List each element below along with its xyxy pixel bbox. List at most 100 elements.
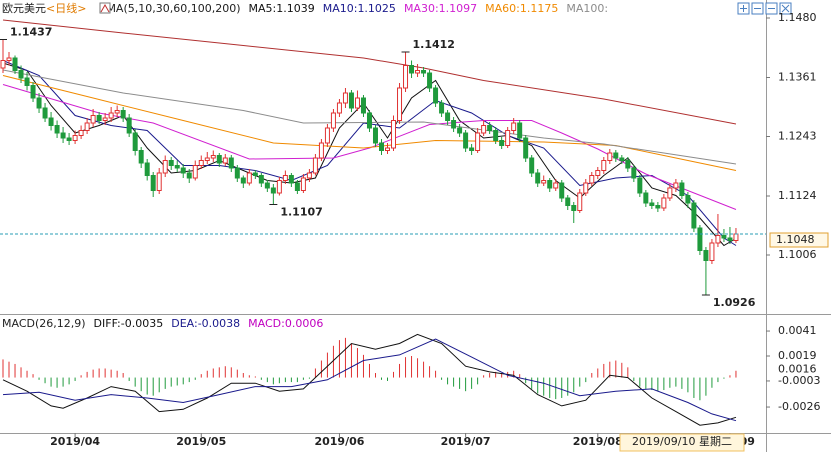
control-glyphs	[740, 4, 790, 13]
candle-body	[294, 182, 300, 191]
candle-body	[631, 167, 637, 179]
candle-body	[84, 122, 90, 131]
x-tick-label: 2019/06	[314, 435, 364, 448]
candle-body	[198, 160, 204, 166]
candle-body	[595, 170, 601, 176]
symbol: 欧元美元	[2, 2, 46, 15]
candle-body	[246, 172, 252, 184]
candle-body	[541, 180, 547, 184]
candle-body	[318, 142, 324, 159]
candle-body	[42, 107, 48, 119]
y-tick-label: 0.0041	[778, 324, 817, 337]
candle-body	[709, 242, 715, 261]
y-tick-label: 1.1361	[778, 71, 817, 84]
last-price-box	[769, 232, 829, 248]
candle-body	[324, 127, 330, 144]
ma-line	[2, 338, 737, 422]
candle-body	[697, 227, 703, 251]
candle-body	[403, 65, 409, 89]
y-tick-label: 1.1006	[778, 248, 817, 261]
candle-body	[330, 112, 336, 129]
x-tick-label: 2019/05	[176, 435, 226, 448]
candle-body	[366, 112, 372, 129]
candle-body	[270, 187, 276, 194]
candle-body	[523, 137, 529, 159]
ma-line	[2, 19, 737, 125]
ma-params: MA(5,10,30,60,100,200)	[106, 2, 240, 15]
candle-body	[78, 130, 84, 136]
candle-body	[360, 97, 366, 114]
candle-body	[667, 187, 673, 199]
extreme-label: 1.1437	[10, 26, 52, 39]
macd-title: MACD(26,12,9)	[2, 317, 86, 330]
ma-line	[2, 333, 737, 426]
candle-body	[439, 102, 445, 114]
candle-body	[210, 155, 216, 159]
candle-body	[168, 160, 174, 166]
candle-body	[577, 192, 583, 211]
x-tick-label: 2019/07	[441, 435, 491, 448]
candle-body	[685, 195, 691, 204]
candle-body	[276, 180, 282, 194]
candle-body	[144, 162, 150, 176]
candle-body	[421, 70, 427, 74]
candle-body	[613, 152, 619, 159]
window-controls	[737, 2, 792, 15]
candle-body	[661, 197, 667, 209]
candle-body	[348, 92, 354, 109]
candle-body	[156, 172, 162, 191]
candle-body	[559, 182, 565, 199]
candle-body	[378, 142, 384, 151]
x-tick-label: 2019/04	[50, 435, 100, 448]
candle-body	[108, 112, 114, 119]
candle-body	[619, 157, 625, 161]
candle-body	[0, 60, 6, 69]
candle-body	[673, 182, 679, 189]
indicator-icon[interactable]	[99, 2, 111, 14]
candle-body	[180, 167, 186, 174]
candle-body	[463, 132, 469, 149]
cursor-value: 0.0016	[778, 362, 817, 375]
price-header: 欧元美元<日线> MA(5,10,30,60,100,200) MA5:1.1039…	[2, 1, 608, 15]
candle-body	[90, 115, 96, 124]
candle-body	[132, 132, 138, 151]
candle-body	[372, 127, 378, 144]
candle-body	[264, 182, 270, 189]
candle-body	[120, 110, 126, 119]
candle-body	[553, 182, 559, 189]
cursor-date-label: 2019/09/10 星期二	[632, 435, 732, 448]
candle-body	[637, 177, 643, 194]
candle-body	[727, 237, 733, 241]
candle-body	[469, 147, 475, 151]
candle-body	[138, 150, 144, 164]
candle-body	[643, 192, 649, 204]
candle-body	[222, 157, 228, 164]
candle-body	[66, 137, 72, 141]
candle-body	[24, 77, 30, 86]
candle-body	[433, 87, 439, 104]
candle-body	[475, 132, 481, 151]
candle-body	[733, 233, 739, 241]
candle-body	[354, 97, 360, 109]
ma-line	[2, 75, 737, 171]
candle-body	[385, 147, 391, 151]
candle-body	[391, 120, 397, 149]
candle-body	[282, 175, 288, 181]
candle-body	[228, 157, 234, 169]
candle-body	[18, 70, 24, 79]
candle-body	[60, 132, 66, 139]
candle-body	[715, 235, 721, 244]
legend-entry: DIFF:-0.0035	[94, 317, 164, 330]
candle-body	[48, 117, 54, 126]
candle-body	[427, 72, 433, 89]
candle-body	[457, 127, 463, 134]
candle-body	[481, 125, 487, 134]
y-tick-label: 0.0019	[778, 349, 817, 362]
y-tick-label: 1.1243	[778, 130, 817, 143]
extreme-label: 1.0926	[713, 296, 756, 309]
candle-body	[12, 57, 18, 71]
candle-body	[258, 175, 264, 184]
macd-header: MACD(26,12,9) DIFF:-0.0035 DEA:-0.0038 MACD…	[2, 317, 323, 330]
candle-body	[571, 205, 577, 211]
cursor-date-box	[619, 433, 745, 452]
